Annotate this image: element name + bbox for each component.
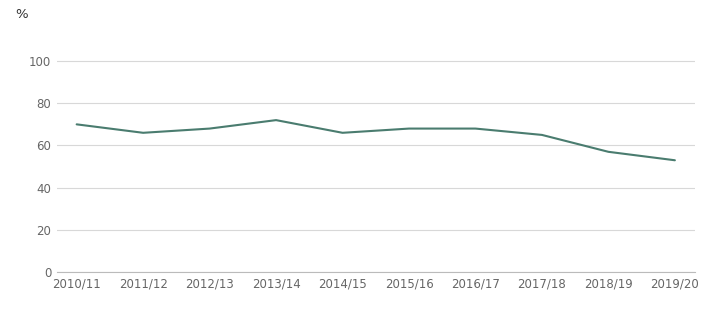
Text: %: %	[16, 8, 28, 21]
